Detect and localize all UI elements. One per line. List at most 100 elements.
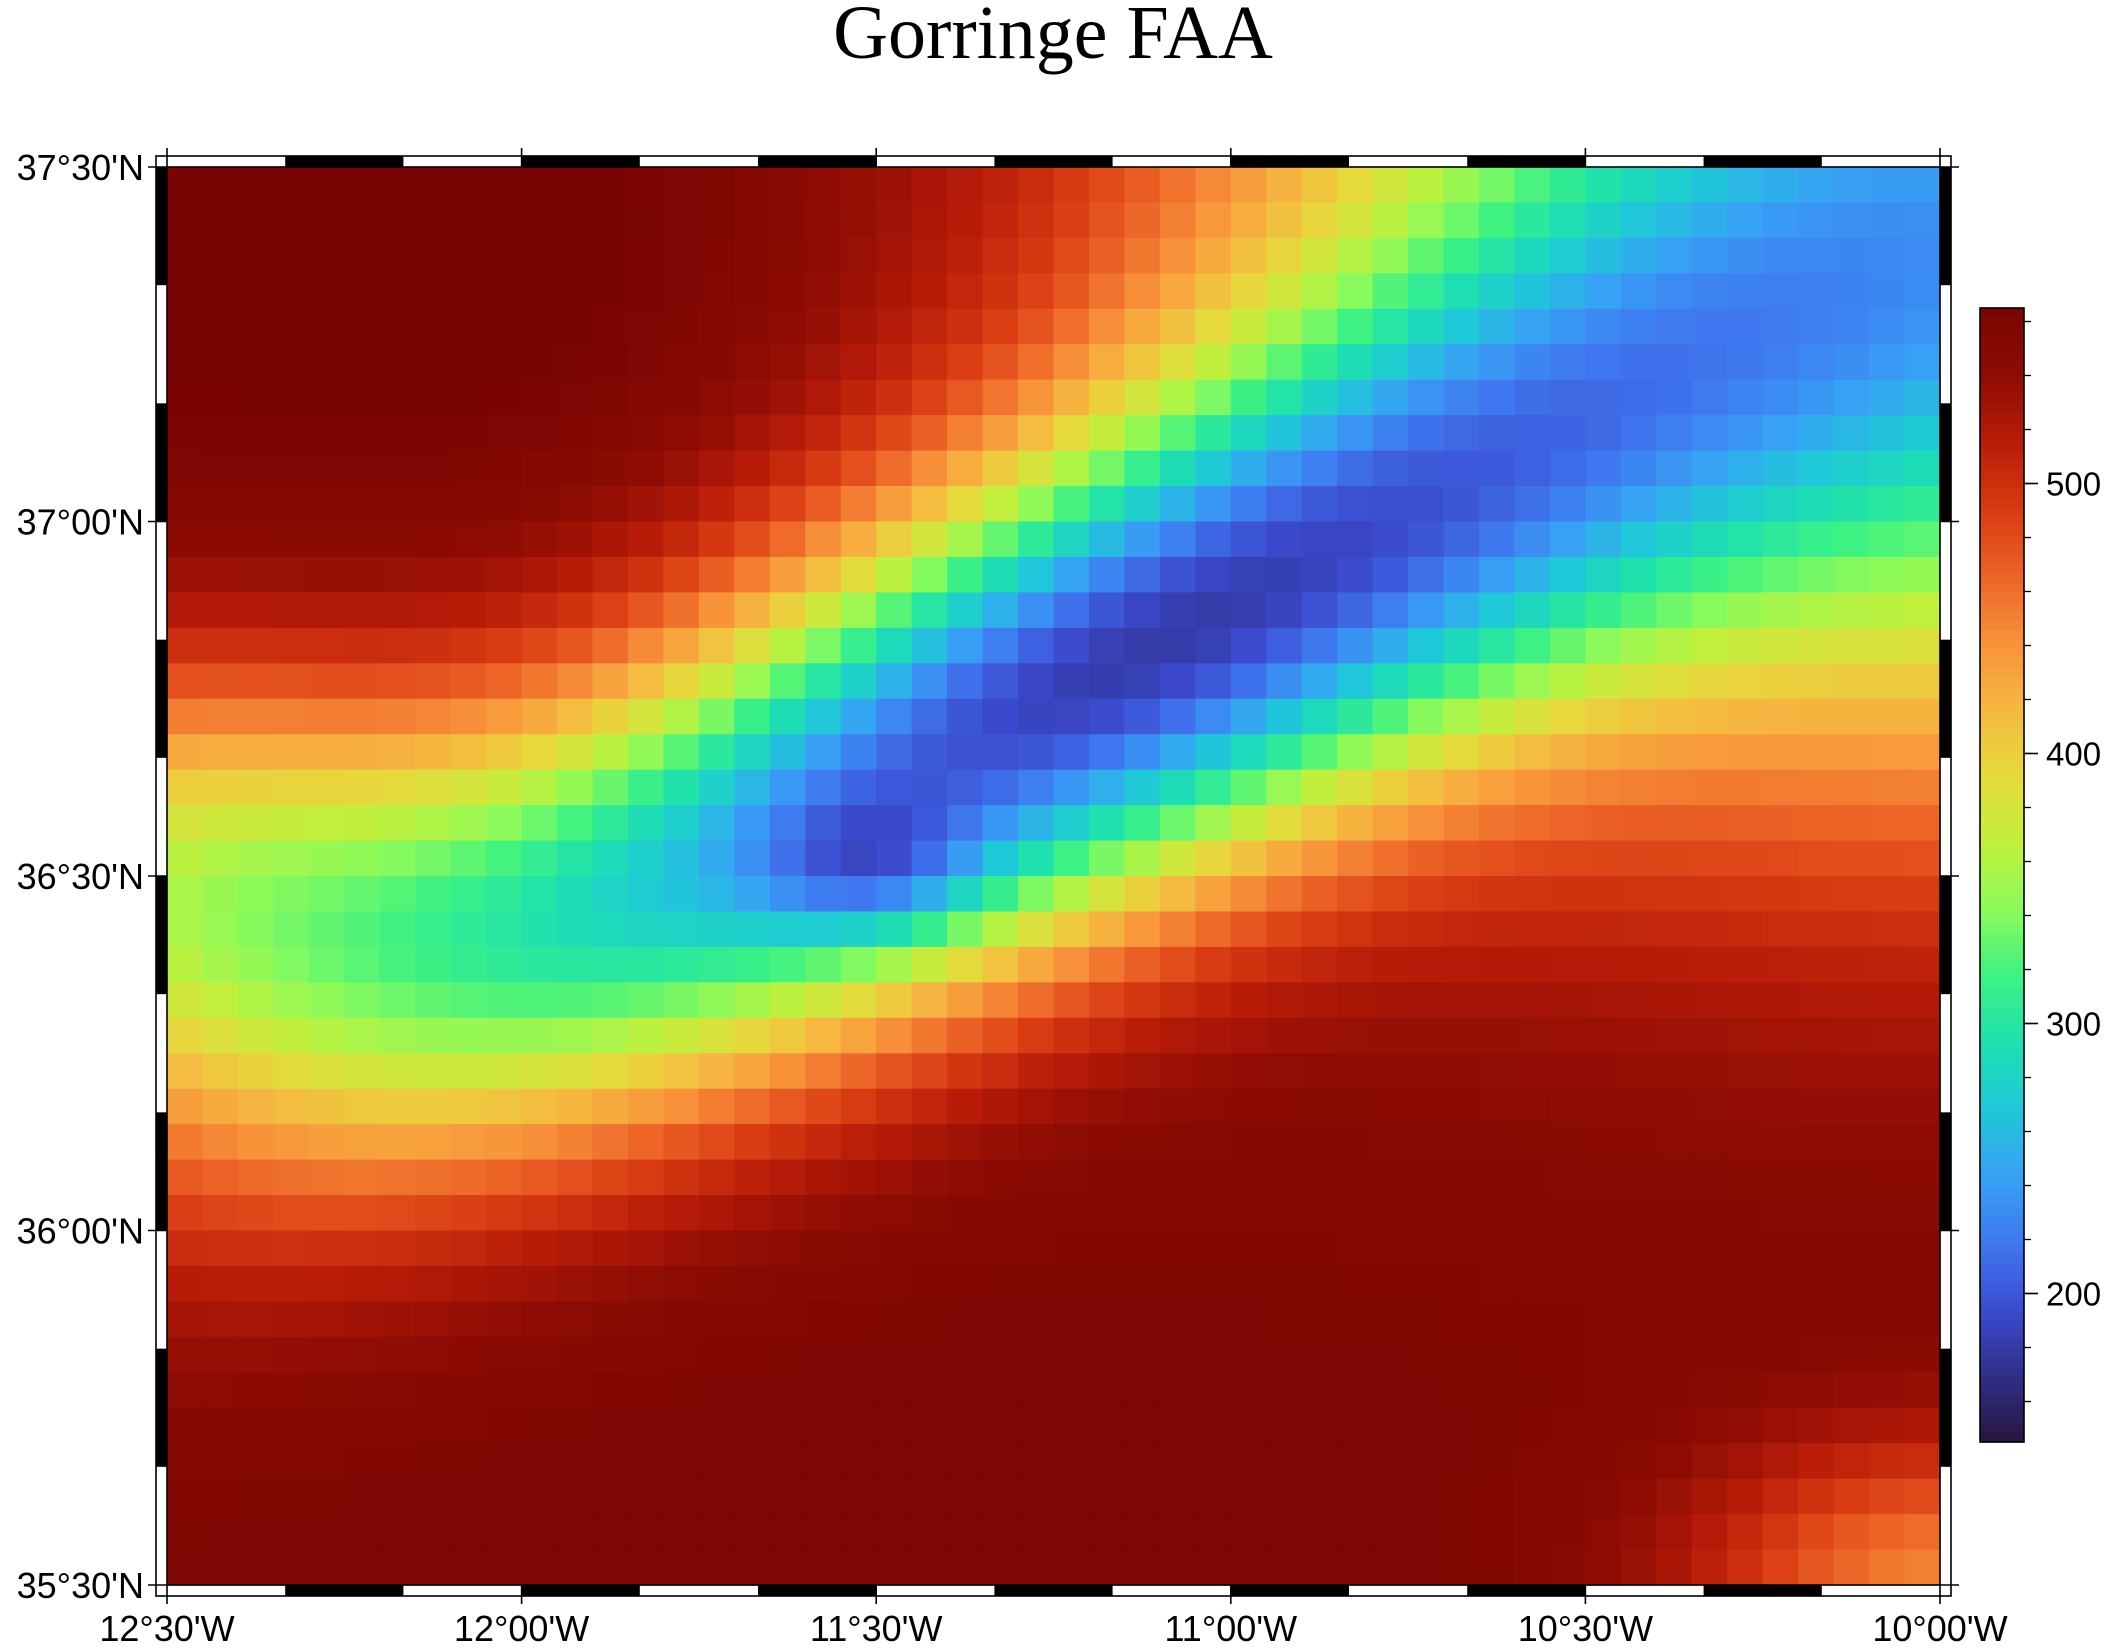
grid-cell bbox=[1266, 1549, 1303, 1586]
grid-cell bbox=[592, 521, 629, 558]
grid-cell bbox=[911, 946, 948, 983]
grid-cell bbox=[734, 1372, 771, 1409]
grid-cell bbox=[1479, 237, 1516, 274]
grid-cell bbox=[273, 1407, 310, 1444]
grid-cell bbox=[344, 1124, 381, 1161]
lon-label: 12°00'W bbox=[454, 1608, 589, 1645]
grid-cell bbox=[1018, 627, 1055, 664]
grid-cell bbox=[1124, 698, 1161, 735]
grid-cell bbox=[1124, 237, 1161, 274]
grid-cell bbox=[1266, 273, 1303, 310]
grid-cell bbox=[167, 1265, 204, 1302]
grid-cell bbox=[1656, 1265, 1693, 1302]
grid-cell bbox=[698, 450, 735, 487]
grid-cell bbox=[1337, 805, 1374, 842]
grid-cell bbox=[769, 308, 806, 345]
grid-cell bbox=[947, 911, 984, 948]
grid-cell bbox=[1124, 308, 1161, 345]
colorbar-slice bbox=[1980, 600, 2024, 611]
grid-cell bbox=[1833, 273, 1870, 310]
grid-cell bbox=[592, 344, 629, 381]
grid-cell bbox=[1585, 946, 1622, 983]
grid-cell bbox=[202, 1443, 239, 1480]
grid-cell bbox=[202, 415, 239, 452]
grid-cell bbox=[1869, 1159, 1906, 1196]
grid-cell bbox=[308, 379, 345, 416]
grid-cell bbox=[1337, 450, 1374, 487]
grid-cell bbox=[1904, 237, 1941, 274]
grid-cell bbox=[1904, 1443, 1941, 1480]
grid-cell bbox=[167, 308, 204, 345]
colorbar-slice bbox=[1980, 1423, 2024, 1434]
grid-cell bbox=[1656, 698, 1693, 735]
grid-cell bbox=[1301, 1159, 1338, 1196]
colorbar-slice bbox=[1980, 1016, 2024, 1027]
grid-cell bbox=[982, 344, 1019, 381]
grid-cell bbox=[1514, 1017, 1551, 1054]
grid-cell bbox=[1585, 273, 1622, 310]
grid-cell bbox=[202, 521, 239, 558]
grid-cell bbox=[1549, 840, 1586, 877]
grid-cell bbox=[486, 486, 523, 523]
grid-cell bbox=[1798, 379, 1835, 416]
grid-cell bbox=[769, 1336, 806, 1373]
grid-cell bbox=[450, 344, 487, 381]
grid-cell bbox=[521, 415, 558, 452]
grid-cell bbox=[486, 1443, 523, 1480]
grid-cell bbox=[273, 1443, 310, 1480]
grid-cell bbox=[1727, 450, 1764, 487]
grid-cell bbox=[840, 627, 877, 664]
grid-cell bbox=[1762, 1088, 1799, 1125]
grid-cell bbox=[273, 1336, 310, 1373]
colorbar-slice bbox=[1980, 430, 2024, 441]
grid-cell bbox=[947, 1514, 984, 1551]
colorbar-slice bbox=[1980, 506, 2024, 517]
grid-cell bbox=[1266, 486, 1303, 523]
grid-cell bbox=[876, 415, 913, 452]
grid-cell bbox=[167, 734, 204, 771]
grid-cell bbox=[769, 1549, 806, 1586]
grid-cell bbox=[557, 1195, 594, 1232]
grid-cell bbox=[592, 1514, 629, 1551]
grid-cell bbox=[663, 627, 700, 664]
grid-cell bbox=[1514, 1443, 1551, 1480]
grid-cell bbox=[1514, 308, 1551, 345]
grid-cell bbox=[379, 1336, 416, 1373]
colorbar-slice bbox=[1980, 1356, 2024, 1367]
colorbar-slice bbox=[1980, 1338, 2024, 1349]
grid-cell bbox=[1230, 876, 1267, 913]
grid-cell bbox=[344, 1053, 381, 1090]
grid-cell bbox=[1833, 911, 1870, 948]
grid-cell bbox=[1727, 663, 1764, 700]
grid-cell bbox=[1798, 876, 1835, 913]
grid-cell bbox=[1443, 734, 1480, 771]
grid-cell bbox=[1088, 876, 1126, 913]
colorbar-slice bbox=[1980, 1073, 2024, 1084]
colorbar-slice bbox=[1980, 402, 2024, 413]
grid-cell bbox=[1230, 769, 1267, 806]
grid-cell bbox=[1798, 734, 1835, 771]
grid-cell bbox=[308, 202, 345, 239]
grid-cell bbox=[663, 486, 700, 523]
grid-cell bbox=[1372, 1478, 1409, 1515]
grid-cell bbox=[167, 556, 204, 593]
grid-cell bbox=[769, 415, 806, 452]
grid-cell bbox=[1833, 805, 1870, 842]
grid-cell bbox=[237, 840, 274, 877]
grid-cell bbox=[1833, 734, 1870, 771]
grid-cell bbox=[982, 450, 1019, 487]
grid-cell bbox=[698, 1195, 735, 1232]
grid-cell bbox=[840, 1088, 877, 1125]
grid-cell bbox=[1549, 1053, 1586, 1090]
grid-cell bbox=[1869, 202, 1906, 239]
grid-cell bbox=[1408, 379, 1445, 416]
frame-segment-top bbox=[285, 156, 404, 167]
grid-cell bbox=[202, 308, 239, 345]
grid-cell bbox=[450, 1265, 487, 1302]
grid-cell bbox=[1372, 415, 1409, 452]
grid-cell bbox=[1585, 1088, 1622, 1125]
grid-cell bbox=[167, 876, 204, 913]
grid-cell bbox=[1585, 237, 1622, 274]
grid-cell bbox=[1691, 805, 1728, 842]
grid-cell bbox=[1798, 202, 1835, 239]
